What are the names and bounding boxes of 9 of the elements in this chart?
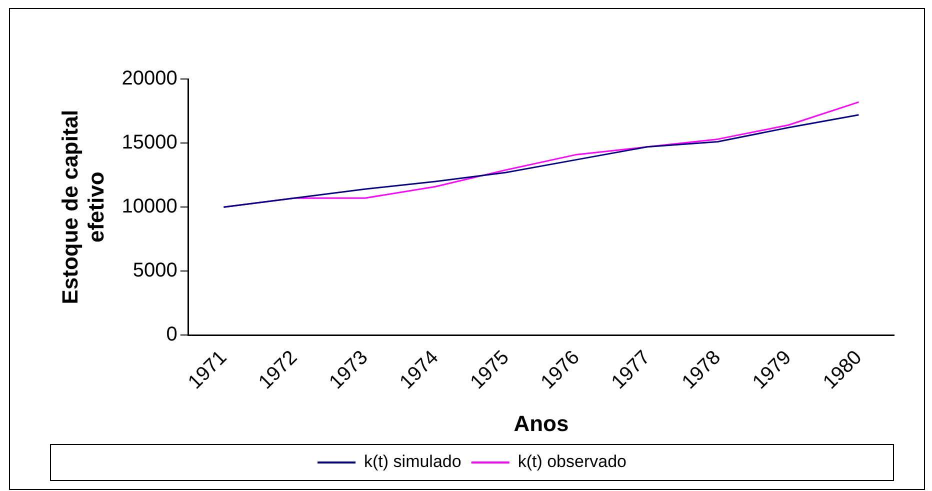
x-axis-title: Anos [514, 410, 569, 436]
legend-label: k(t) observado [518, 452, 626, 472]
y-tick-label: 20000 [122, 68, 178, 90]
y-tick-label: 5000 [132, 260, 178, 282]
y-tick-label: 10000 [122, 196, 178, 218]
y-axis-title: Estoque de capital efetivo [57, 110, 109, 304]
y-tick-label: 0 [166, 324, 178, 346]
y-tick-label: 15000 [122, 132, 178, 154]
legend-label: k(t) simulado [364, 452, 462, 472]
